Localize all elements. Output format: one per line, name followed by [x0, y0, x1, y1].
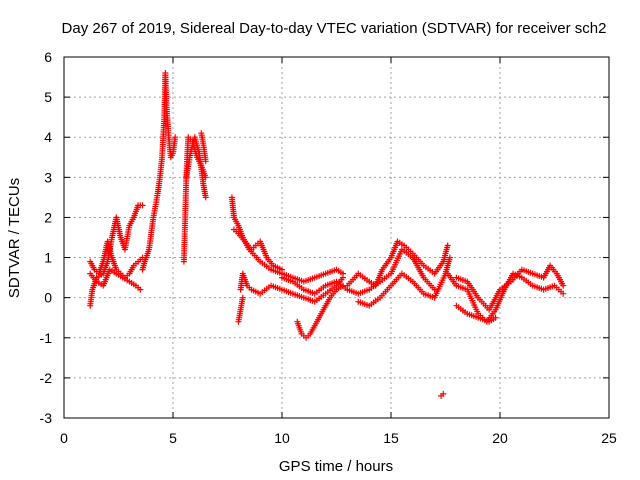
- y-tick-label: 4: [44, 129, 52, 145]
- data-points: [87, 70, 567, 399]
- data-point: [279, 266, 285, 273]
- x-tick-label: 20: [492, 430, 508, 446]
- y-tick-label: 2: [44, 209, 52, 225]
- y-tick-label: -3: [40, 410, 53, 426]
- y-tick-label: 1: [44, 250, 52, 266]
- data-point: [239, 294, 246, 301]
- y-tick-label: 0: [44, 290, 52, 306]
- grid-lines: [64, 57, 609, 418]
- chart-title: Day 267 of 2019, Sidereal Day-to-day VTE…: [62, 20, 607, 37]
- data-point: [440, 390, 447, 397]
- data-point: [446, 254, 453, 261]
- data-point: [560, 282, 567, 289]
- y-tick-label: -2: [40, 370, 53, 386]
- x-tick-label: 5: [169, 430, 177, 446]
- data-point: [492, 314, 499, 321]
- x-tick-label: 10: [274, 430, 290, 446]
- y-tick-label: 6: [44, 49, 52, 65]
- data-point: [202, 194, 209, 201]
- x-axis-label: GPS time / hours: [279, 458, 393, 475]
- data-point: [139, 202, 146, 209]
- data-point: [172, 134, 179, 141]
- plot-frame: [63, 56, 610, 419]
- y-tick-label: 3: [44, 169, 52, 185]
- x-tick-label: 25: [601, 430, 617, 446]
- data-point: [137, 286, 144, 293]
- y-tick-label: 5: [44, 89, 52, 105]
- y-axis-label: SDTVAR / TECUs: [6, 178, 23, 298]
- data-point: [560, 290, 567, 297]
- data-point: [340, 274, 346, 281]
- x-tick-label: 15: [383, 430, 399, 446]
- x-tick-label: 0: [60, 430, 68, 446]
- y-tick-label: -1: [40, 330, 53, 346]
- data-point: [202, 158, 209, 165]
- data-point: [444, 242, 451, 249]
